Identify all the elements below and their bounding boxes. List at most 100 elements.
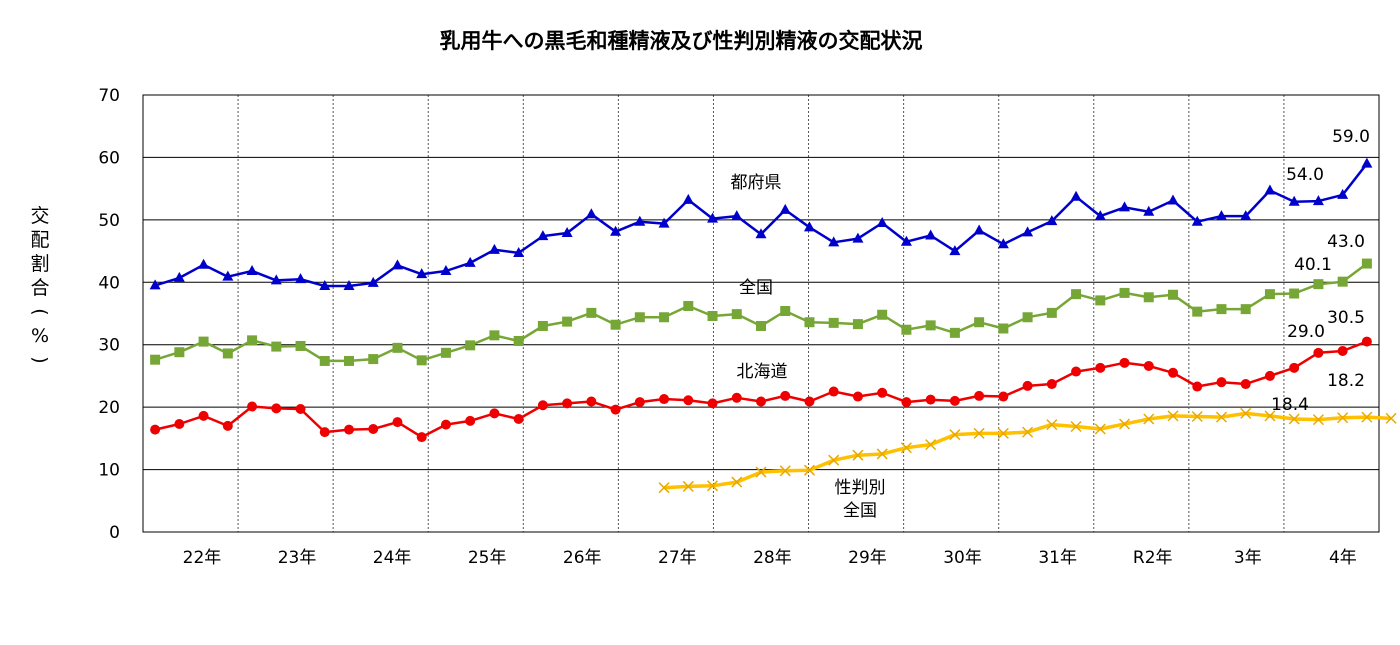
series-line — [154, 340, 1368, 439]
data-point — [1289, 288, 1300, 299]
data-point — [828, 386, 839, 397]
data-point — [1337, 276, 1348, 287]
data-point — [756, 396, 766, 407]
data-point — [489, 408, 500, 419]
data-point — [1288, 195, 1300, 206]
data-point — [925, 439, 937, 451]
data-point — [852, 391, 863, 402]
data-point — [877, 387, 888, 398]
data-point — [1168, 367, 1178, 378]
data-point — [706, 480, 719, 492]
y-axis-label-char: 合 — [30, 277, 49, 299]
data-point — [973, 224, 985, 235]
data-point — [222, 348, 233, 359]
data-point — [610, 319, 621, 330]
data-point — [707, 310, 718, 321]
data-point — [198, 410, 209, 421]
data-point — [1361, 336, 1372, 347]
data-point — [1022, 380, 1033, 391]
data-point — [295, 340, 306, 351]
data-point — [1167, 194, 1179, 205]
data-point — [585, 208, 597, 219]
data-point — [900, 442, 912, 454]
data-point — [731, 309, 742, 320]
data-point — [949, 395, 960, 406]
data-point — [634, 397, 645, 408]
data-point — [149, 279, 161, 290]
data-point — [319, 427, 330, 438]
data-point — [440, 419, 451, 430]
data-point — [1289, 362, 1300, 373]
data-point — [779, 203, 791, 214]
data-point — [876, 216, 888, 227]
data-point — [682, 193, 694, 204]
data-point — [392, 417, 403, 428]
data-point — [488, 243, 500, 254]
data-point — [1022, 226, 1034, 237]
data-point — [1313, 347, 1324, 358]
value-label-29: 29.0 — [1287, 322, 1325, 342]
data-point — [247, 401, 258, 412]
x-tick-label: 23年 — [278, 548, 317, 568]
x-tick-label: 31年 — [1038, 548, 1077, 568]
data-point — [1264, 370, 1275, 381]
data-point — [247, 335, 258, 346]
data-point — [513, 414, 524, 425]
data-point — [1119, 201, 1131, 212]
data-point — [222, 270, 234, 281]
data-point — [1070, 420, 1082, 433]
data-point — [1022, 312, 1033, 323]
data-point — [756, 320, 766, 331]
data-point — [1191, 215, 1203, 226]
data-point — [1312, 195, 1324, 206]
data-point — [561, 226, 573, 237]
data-point — [658, 217, 670, 228]
y-axis-label-char: ( — [29, 308, 51, 315]
x-tick-label: 27年 — [658, 548, 697, 568]
data-point — [222, 420, 233, 431]
x-tick-label: 29年 — [848, 548, 887, 568]
chart-title: 乳用牛への黒毛和種精液及び性判別精液の交配状況 — [440, 29, 923, 53]
data-point — [683, 301, 694, 312]
data-point — [1361, 258, 1372, 269]
data-point — [295, 404, 306, 415]
y-axis-ticks: 0 10 20 30 40 50 60 70 — [98, 86, 120, 543]
data-point — [150, 424, 161, 435]
data-point — [1118, 418, 1131, 430]
series-性判別全国 — [658, 407, 1397, 494]
y-tick-label: 30 — [98, 336, 120, 356]
data-point — [586, 307, 597, 318]
label-tofuken: 都府県 — [731, 173, 782, 193]
x-tick-label: 22年 — [183, 548, 222, 568]
data-point — [271, 403, 282, 414]
data-point — [901, 397, 912, 408]
data-point — [246, 265, 258, 276]
data-point — [682, 480, 694, 492]
y-tick-label: 40 — [98, 273, 120, 293]
value-label-30-5: 30.5 — [1327, 308, 1365, 328]
data-point — [973, 427, 985, 439]
y-tick-label: 50 — [98, 211, 120, 231]
x-tick-label: 30年 — [943, 548, 982, 568]
y-axis-label-char: % — [31, 325, 49, 347]
data-point — [465, 340, 476, 351]
data-point — [416, 432, 427, 443]
data-point — [780, 390, 791, 401]
data-point — [731, 476, 743, 488]
value-label-54: 54.0 — [1286, 165, 1324, 185]
data-point — [1071, 366, 1082, 377]
data-point — [925, 229, 937, 240]
data-point — [1143, 205, 1155, 216]
data-point — [173, 271, 185, 282]
data-point — [610, 404, 621, 415]
data-point — [828, 317, 839, 328]
label-sexed-line2: 全国 — [843, 501, 877, 521]
data-point — [1264, 184, 1276, 195]
data-point — [1240, 210, 1252, 221]
data-point — [683, 395, 694, 406]
data-point — [537, 400, 548, 411]
data-point — [610, 225, 622, 236]
data-point — [876, 448, 888, 460]
data-point — [464, 256, 476, 267]
data-point — [416, 268, 428, 279]
